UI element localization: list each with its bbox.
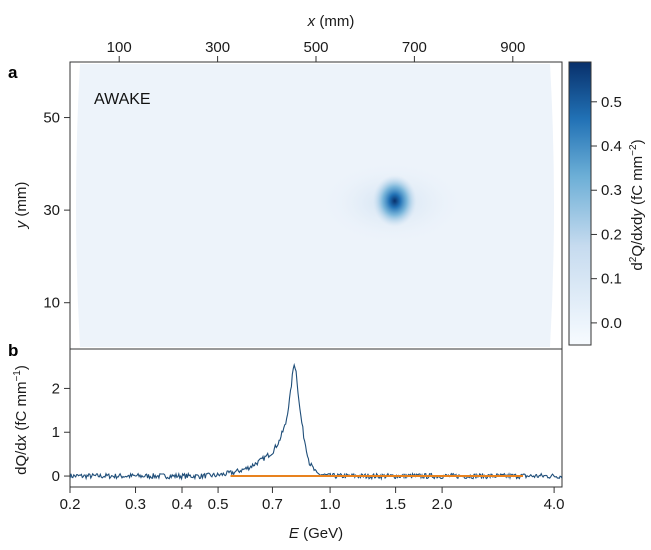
x-tick-label: 300 [205,39,230,56]
energy-tick-label: 4.0 [544,496,565,513]
panel-a: AWAKE 100 300 500 700 900 10 30 50 x (mm) y (m… [8,13,563,350]
x-tick-label: 100 [107,39,132,56]
energy-tick-label: 0.7 [262,496,283,513]
energy-axis-title: E (GeV) [289,525,343,542]
panel-b: 0.2 0.3 0.4 0.5 0.7 1.0 1.5 2.0 4.0 012 E (GeV) … [8,341,565,542]
heatmap-field [76,64,554,347]
charge-spectrum-line [70,362,562,481]
panel-b-frame [69,348,563,488]
colorbar-ticks: 0.0 0.1 0.2 0.3 0.4 0.5 [591,94,622,332]
panel-b-letter: b [8,341,18,360]
energy-tick-label: 0.2 [60,496,81,513]
colorbar-tick-label: 0.2 [601,226,622,243]
charge-tick-label: 2 [52,380,60,397]
energy-tick-label: 0.4 [172,496,193,513]
colorbar-tick-label: 0.1 [601,271,622,288]
charge-tick-label: 0 [52,468,60,485]
y-axis-left: 10 30 50 [43,110,70,312]
y-tick-label: 30 [43,202,60,219]
colorbar-tick-label: 0.5 [601,94,622,111]
heatmap-hotspot [372,174,417,227]
energy-tick-label: 2.0 [432,496,453,513]
colorbar-tick-label: 0.3 [601,182,622,199]
energy-tick-label: 1.0 [320,496,341,513]
x-axis-bottom: 0.2 0.3 0.4 0.5 0.7 1.0 1.5 2.0 4.0 [60,487,565,513]
energy-tick-label: 1.5 [385,496,406,513]
colorbar-tick-label: 0.4 [601,138,622,155]
colorbar-gradient [568,61,592,346]
x-tick-label: 700 [402,39,427,56]
colorbar-tick-label: 0.0 [601,315,622,332]
y-tick-label: 10 [43,295,60,312]
colorbar: 0.0 0.1 0.2 0.3 0.4 0.5 d2Q/dxdy (fC mm−2) [568,61,646,346]
y-axis-panel-b: 0 1 2 [52,380,70,485]
colorbar-title: d2Q/dxdy (fC mm−2) [628,139,646,270]
x-axis-title: x (mm) [307,13,355,30]
panel-b-series [70,362,562,481]
energy-tick-label: 0.5 [208,496,229,513]
y-tick-label: 50 [43,110,60,127]
y-axis-title: y (mm) [13,182,30,230]
energy-tick-label: 0.3 [125,496,146,513]
x-axis-top: 100 300 500 700 900 [107,39,525,62]
x-tick-label: 500 [303,39,328,56]
heatmap-annotation: AWAKE [94,91,151,108]
charge-tick-label: 1 [52,424,60,441]
panel-a-letter: a [8,63,18,82]
charge-density-axis-title: dQ/dx (fC mm−1) [12,365,30,475]
x-tick-label: 900 [500,39,525,56]
